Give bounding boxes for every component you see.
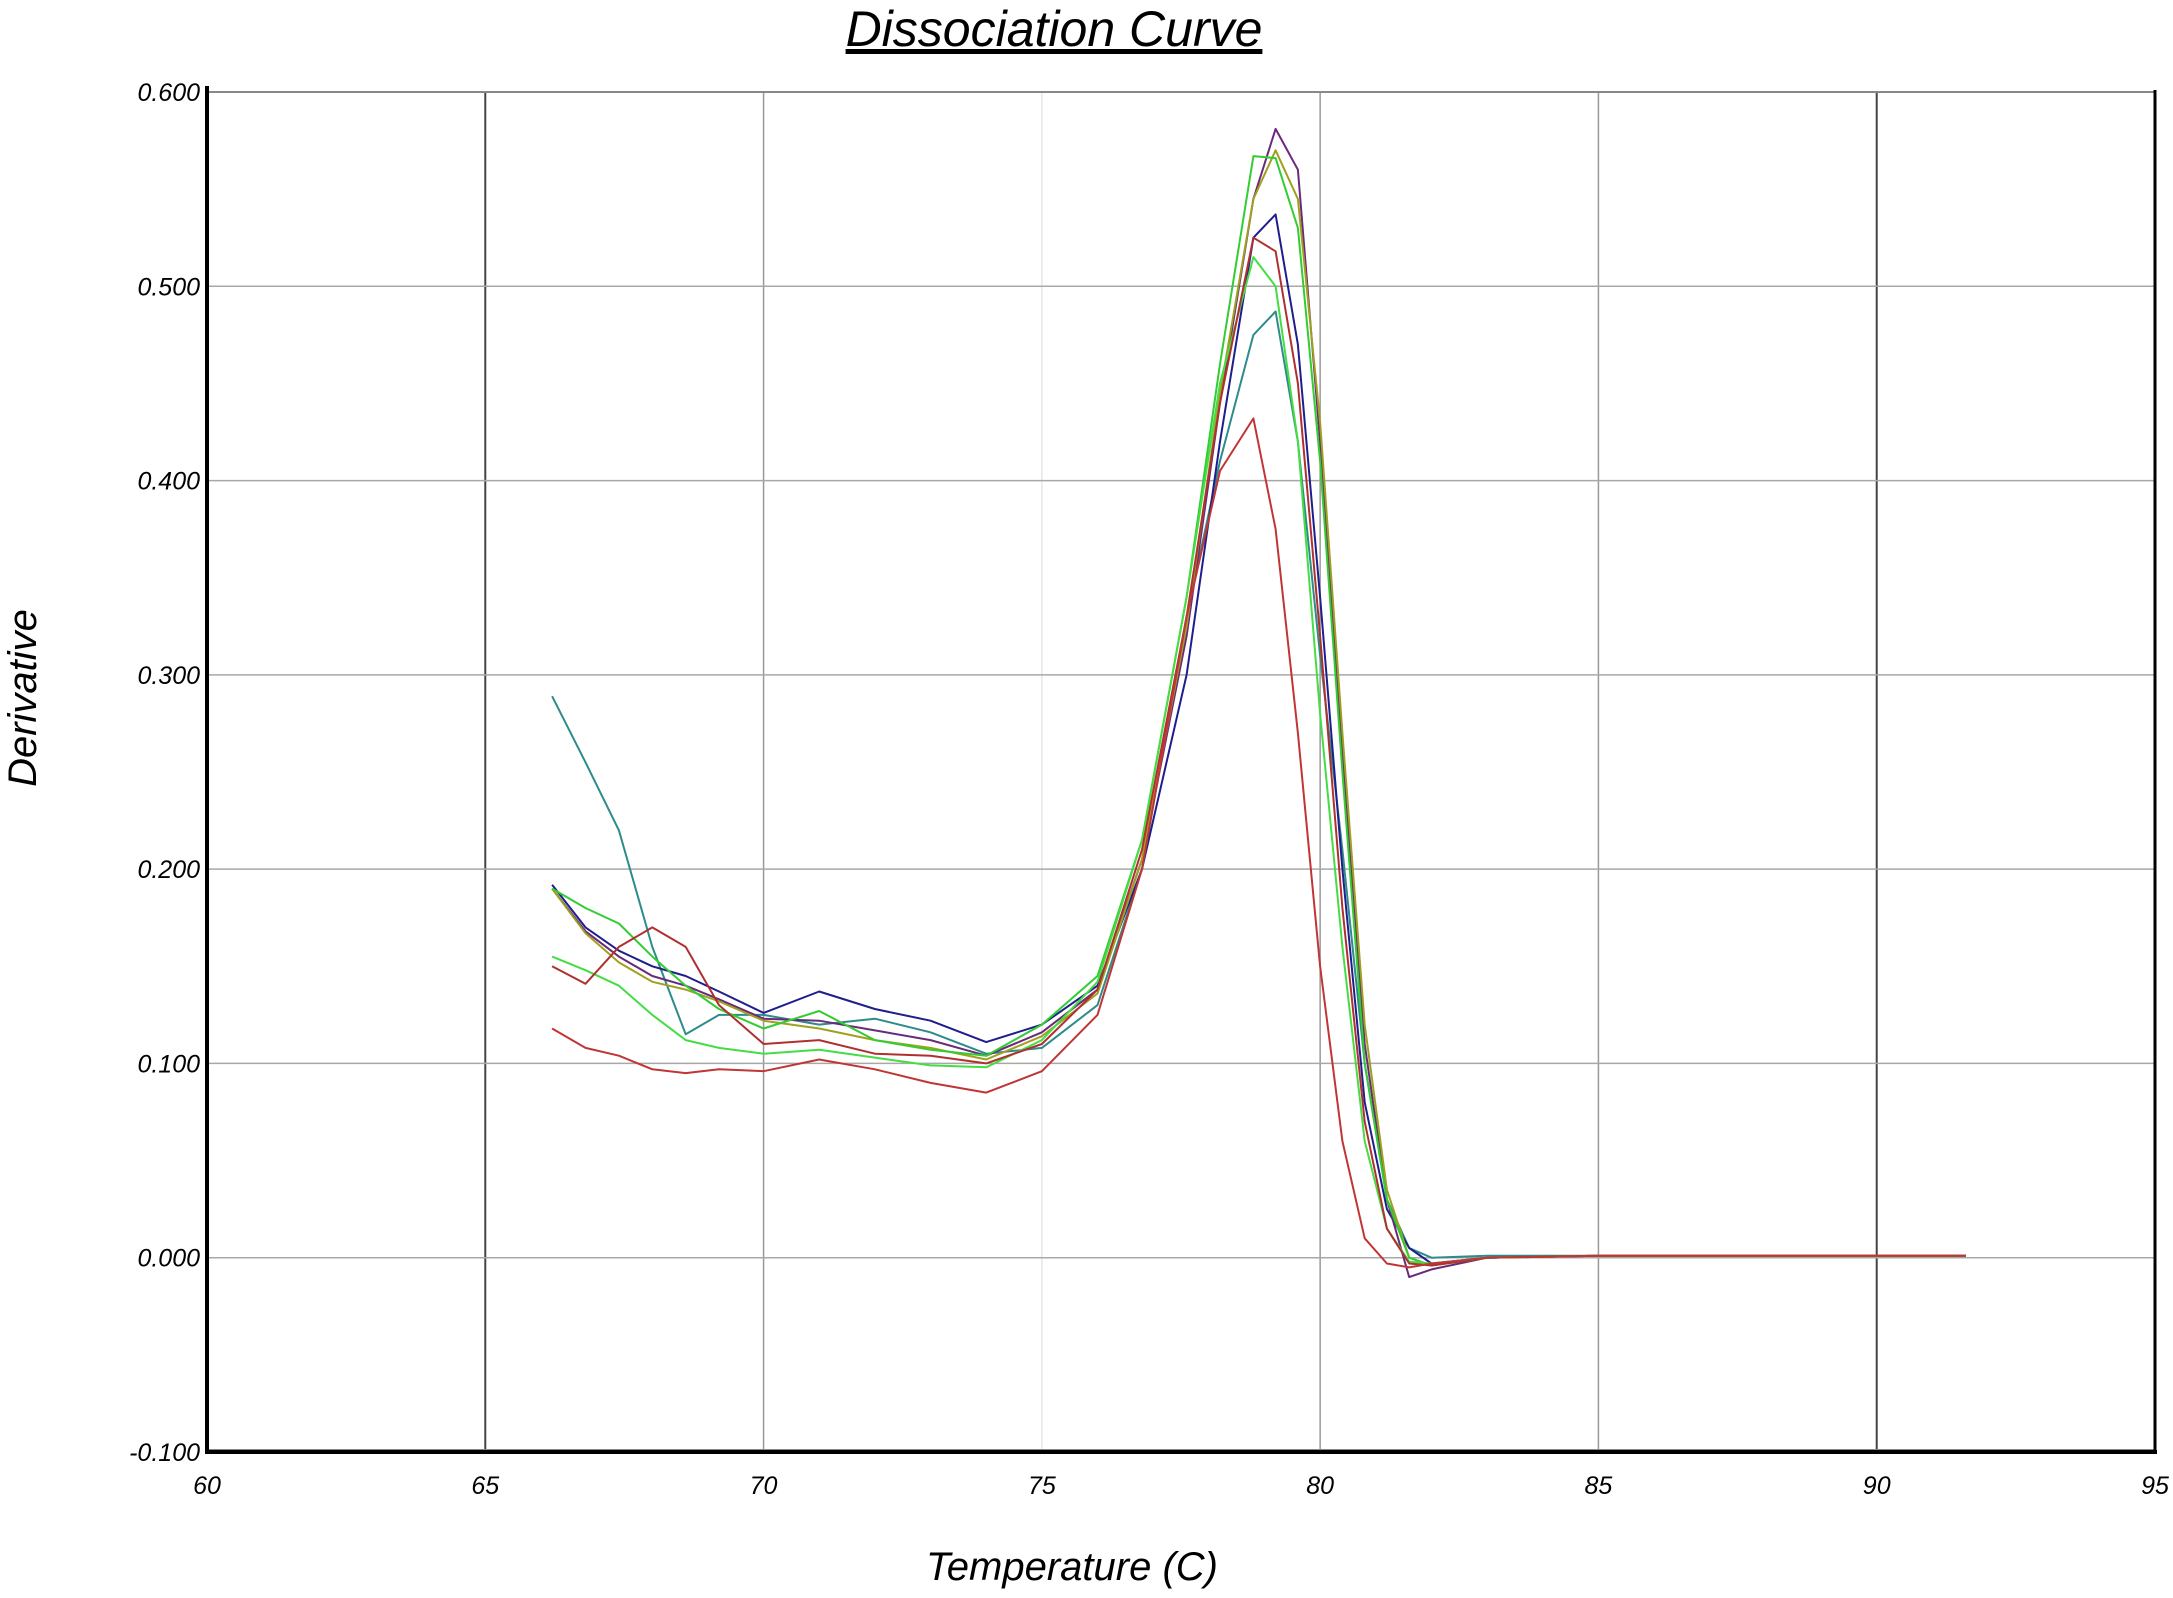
x-tick-label-3: 75 <box>1028 1472 1056 1500</box>
y-tick-label-4: 0.300 <box>137 662 200 690</box>
series-line-5 <box>551 256 1966 1265</box>
y-tick-labels: -0.100 0.000 0.100 0.200 0.300 0.400 0.500 0.60… <box>129 79 200 1467</box>
x-axis-label: Temperature (C) <box>926 1545 1218 1589</box>
y-tick-label-0: -0.100 <box>129 1439 200 1467</box>
series-line-2 <box>551 127 1966 1279</box>
data-series <box>551 127 1966 1279</box>
y-tick-label-3: 0.200 <box>137 856 200 884</box>
x-tick-label-2: 70 <box>750 1472 778 1500</box>
x-tick-label-0: 60 <box>193 1472 221 1500</box>
x-tick-label-1: 65 <box>471 1472 499 1500</box>
y-tick-label-2: 0.100 <box>137 1050 200 1078</box>
x-tick-label-7: 95 <box>2141 1472 2169 1500</box>
series-line-7 <box>551 417 1966 1269</box>
chart-title: Dissociation Curve <box>846 1 1263 57</box>
x-tick-label-4: 80 <box>1306 1472 1334 1500</box>
x-tick-labels: 60 65 70 75 80 85 90 95 <box>193 1472 2169 1500</box>
y-tick-label-7: 0.600 <box>137 79 200 107</box>
y-axis-label: Derivative <box>1 609 45 787</box>
y-tick-label-1: 0.000 <box>137 1245 200 1273</box>
x-tick-label-5: 85 <box>1585 1472 1613 1500</box>
y-tick-label-6: 0.500 <box>137 273 200 301</box>
grid-lines <box>207 92 2155 1452</box>
x-tick-label-6: 90 <box>1863 1472 1891 1500</box>
y-tick-label-5: 0.400 <box>137 468 200 496</box>
plot-frame <box>206 91 2156 1451</box>
